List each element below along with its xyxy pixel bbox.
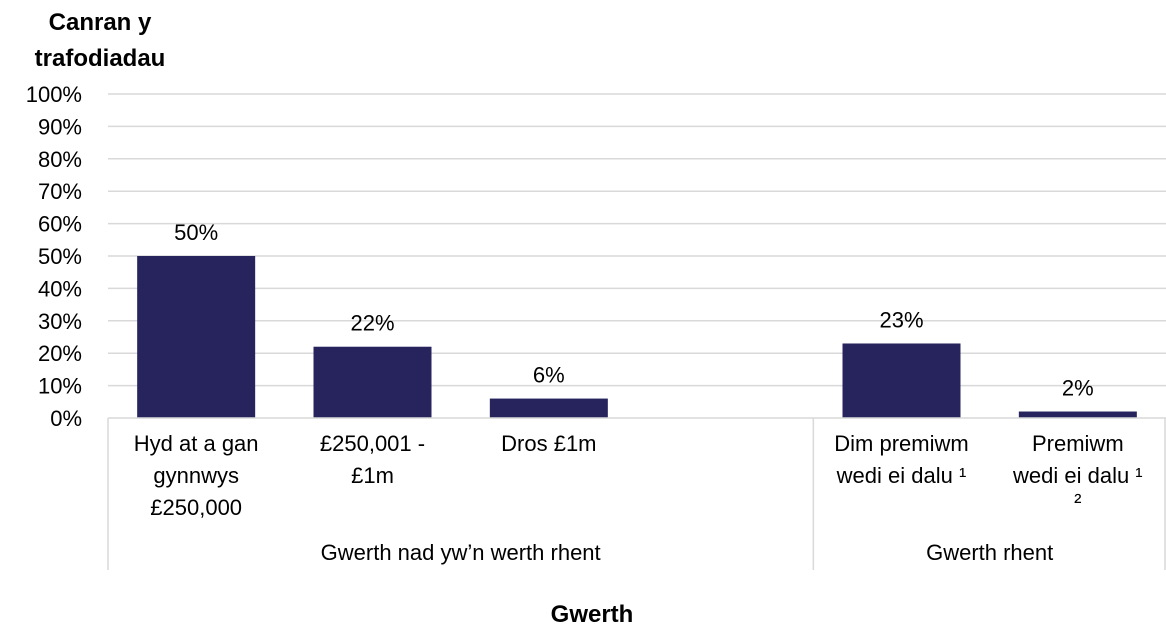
y-tick-label: 0% (50, 406, 82, 431)
group-labels: Gwerth nad yw’n werth rhent Gwerth rhent (321, 540, 1054, 565)
y-tick-label: 50% (38, 244, 82, 269)
y-axis-title: Canran y trafodiadau (35, 9, 166, 72)
data-label: 2% (1062, 376, 1094, 401)
bars (137, 256, 1137, 418)
y-tick-label: 90% (38, 114, 82, 139)
bar (1019, 412, 1137, 418)
data-label: 50% (174, 220, 218, 245)
category-label: Premiwm (1032, 431, 1124, 456)
bar (490, 399, 608, 418)
y-tick-label: 70% (38, 179, 82, 204)
category-label: wedi ei dalu ¹ (836, 463, 967, 488)
y-tick-label: 40% (38, 276, 82, 301)
data-label: 6% (533, 363, 565, 388)
category-label: £250,001 - (320, 431, 425, 456)
bar (843, 343, 961, 418)
category-label: Dros £1m (501, 431, 596, 456)
group-label: Gwerth nad yw’n werth rhent (321, 540, 601, 565)
data-label: 23% (879, 307, 923, 332)
category-label: £250,000 (150, 495, 242, 520)
y-tick-label: 80% (38, 147, 82, 172)
category-labels: Hyd at a gan gynnwys £250,000 £250,001 - £1m… (134, 431, 1143, 520)
y-axis-ticks: 0% 10% 20% 30% 40% 50% 60% 70% 80% 90% 100% (26, 82, 82, 431)
category-label: Dim premiwm (834, 431, 968, 456)
category-label: gynnwys (153, 463, 239, 488)
gridlines (108, 94, 1166, 386)
bar (314, 347, 432, 418)
y-tick-label: 60% (38, 212, 82, 237)
bar (137, 256, 255, 418)
category-label: wedi ei dalu ¹ (1012, 463, 1143, 488)
y-tick-label: 10% (38, 374, 82, 399)
y-tick-label: 100% (26, 82, 82, 107)
y-axis-title-line: Canran y (49, 9, 152, 36)
data-label: 22% (350, 311, 394, 336)
group-label: Gwerth rhent (926, 540, 1053, 565)
category-label: ² (1074, 489, 1081, 514)
x-axis-title: Gwerth (551, 601, 634, 628)
y-tick-label: 20% (38, 341, 82, 366)
category-label: £1m (351, 463, 394, 488)
category-label: Hyd at a gan (134, 431, 259, 456)
y-axis-title-line: trafodiadau (35, 45, 166, 72)
y-tick-label: 30% (38, 309, 82, 334)
